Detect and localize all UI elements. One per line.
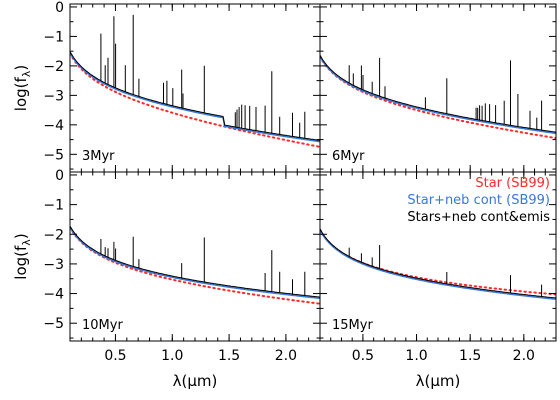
labels-layer: 0 −1 −2 −3 −4 −5 log(fλ) 0 −1 −2 −3 −4 −5 log(fλ) 0.5 1… — [12, 0, 535, 390]
y-tick-label: −4 — [43, 287, 64, 303]
x-tick-label: 0.5 — [352, 348, 374, 364]
y-tick-label: −5 — [43, 147, 64, 163]
y-tick-label: −5 — [43, 316, 64, 332]
series-neb-emis — [70, 225, 320, 298]
series-star — [320, 228, 556, 296]
panel-6Myr: 6Myr — [319, 3, 557, 173]
panel-age-label: 3Myr — [82, 149, 115, 164]
y-tick-label: −3 — [43, 88, 64, 104]
x-tick-label: 1.0 — [161, 348, 183, 364]
panel-15Myr: 15Myr — [319, 171, 557, 342]
x-tick-label: 1.5 — [218, 348, 240, 364]
x-axis-title: λ(μm) — [173, 372, 218, 390]
x-tick-label: 1.0 — [405, 348, 427, 364]
y-tick-label: −4 — [43, 118, 64, 134]
y-tick-label: −2 — [43, 59, 64, 75]
legend-entry: Stars+neb cont&emis — [407, 210, 550, 225]
y-tick-label: −1 — [43, 198, 64, 214]
panels-layer: 3Myr 6Myr 10Myr 15Myr — [69, 3, 557, 342]
plot-area — [320, 54, 556, 140]
panel-age-label: 6Myr — [332, 149, 365, 164]
y-axis-title: log(fλ) — [12, 65, 33, 111]
panel-10Myr: 10Myr — [69, 171, 321, 342]
series-star — [320, 55, 556, 140]
series-neb-cont — [70, 52, 320, 143]
series-neb-cont — [320, 229, 556, 300]
legend-entry: Star+neb cont (SB99) — [407, 193, 550, 208]
x-tick-label: 1.5 — [459, 348, 481, 364]
plot-area — [70, 14, 320, 148]
plot-area — [70, 225, 320, 305]
legend: Star (SB99) Star+neb cont (SB99) Stars+neb… — [407, 176, 550, 225]
panel-age-label: 10Myr — [82, 318, 123, 333]
series-neb-emis — [320, 54, 556, 133]
y-axis-title: log(fλ) — [12, 233, 33, 279]
plot-area — [320, 228, 556, 300]
series-neb-cont — [320, 55, 556, 135]
series-neb-emis — [70, 14, 320, 141]
y-tick-label: −1 — [43, 29, 64, 45]
y-tick-label: 0 — [55, 0, 64, 16]
series-star — [70, 52, 320, 148]
y-tick-label: 0 — [55, 168, 64, 184]
series-neb-emis — [320, 228, 556, 299]
x-tick-label: 2.0 — [513, 348, 535, 364]
panel-3Myr: 3Myr — [69, 3, 321, 173]
series-neb-cont — [70, 226, 320, 300]
y-tick-label: −2 — [43, 227, 64, 243]
panel-age-label: 15Myr — [332, 318, 373, 333]
x-tick-label: 0.5 — [104, 348, 126, 364]
x-tick-label: 2.0 — [275, 348, 297, 364]
series-star — [70, 226, 320, 305]
legend-entry: Star (SB99) — [475, 176, 550, 191]
x-axis-title: λ(μm) — [416, 372, 461, 390]
y-tick-label: −3 — [43, 257, 64, 273]
